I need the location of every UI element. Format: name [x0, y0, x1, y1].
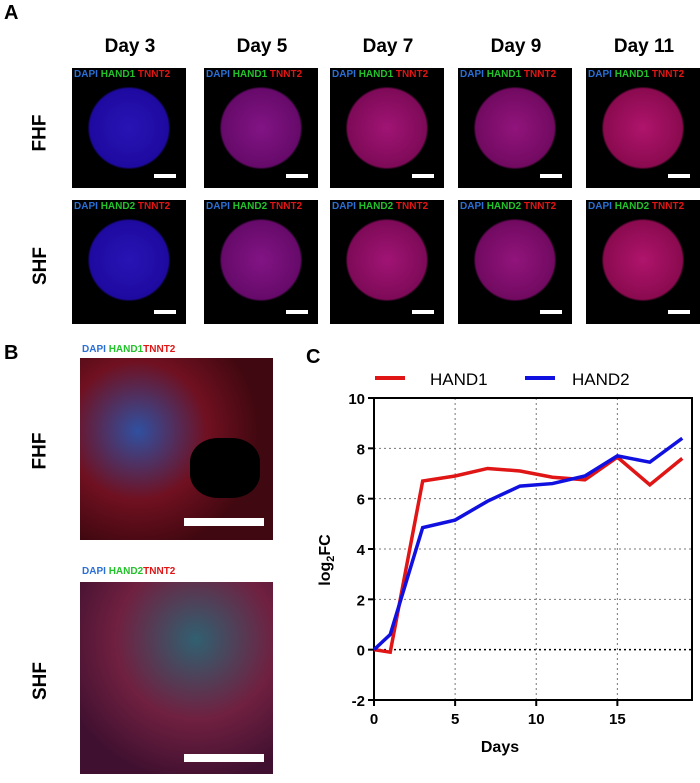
y-tick-label: 0 — [357, 643, 365, 660]
stain-caption: DAPI HAND1 TNNT2 — [332, 69, 429, 80]
scale-bar — [412, 310, 434, 314]
stain-caption: DAPI HAND2 TNNT2 — [74, 201, 171, 212]
x-tick-label: 0 — [370, 711, 378, 728]
spheroid-image-shf-day11: DAPI HAND2 TNNT2 — [586, 200, 700, 324]
day-label: Day 7 — [362, 36, 414, 57]
y-tick-label: 6 — [357, 492, 365, 509]
panel-label-b: B — [4, 342, 19, 364]
y-tick-label: 4 — [357, 542, 366, 559]
stain-caption: DAPI HAND1 TNNT2 — [74, 69, 171, 80]
spheroid-image-fhf-day5: DAPI HAND1 TNNT2 — [204, 68, 318, 188]
stain-caption: DAPI HAND1 TNNT2 — [588, 69, 685, 80]
stain-caption: DAPI HAND2 TNNT2 — [588, 201, 685, 212]
scale-bar — [540, 174, 562, 178]
scale-bar — [184, 518, 264, 526]
stain-caption: DAPI HAND2 TNNT2 — [460, 201, 557, 212]
stain-caption-b-shf: DAPI HAND2TNNT2 — [82, 566, 176, 577]
spheroid-image-fhf-day3: DAPI HAND1 TNNT2 — [72, 68, 186, 188]
stain-caption: DAPI HAND2 TNNT2 — [206, 201, 303, 212]
x-tick-label: 10 — [528, 711, 545, 728]
spheroid-image-fhf-day11: DAPI HAND1 TNNT2 — [586, 68, 700, 188]
y-tick-label: 8 — [357, 441, 365, 458]
scale-bar — [184, 754, 264, 762]
scale-bar — [154, 310, 176, 314]
day-label: Day 11 — [613, 36, 675, 57]
spheroid-image-shf-day7: DAPI HAND2 TNNT2 — [330, 200, 444, 324]
confocal-image-fhf — [80, 358, 273, 540]
day-label: Day 9 — [490, 36, 542, 57]
spheroid — [594, 76, 692, 180]
spheroid — [212, 208, 310, 312]
row-label-b-shf: SHF — [30, 662, 51, 700]
y-tick-label: -2 — [352, 693, 365, 710]
scale-bar — [286, 310, 308, 314]
spheroid-image-fhf-day9: DAPI HAND1 TNNT2 — [458, 68, 572, 188]
day-label: Day 3 — [104, 36, 156, 57]
stain-caption-b-fhf: DAPI HAND1TNNT2 — [82, 344, 176, 355]
spheroid — [212, 76, 310, 180]
spheroid-image-shf-day3: DAPI HAND2 TNNT2 — [72, 200, 186, 324]
panel-label-c: C — [306, 346, 321, 368]
spheroid — [466, 208, 564, 312]
spheroid — [80, 208, 178, 312]
legend-label-hand1: HAND1 — [430, 370, 488, 389]
spheroid-image-shf-day9: DAPI HAND2 TNNT2 — [458, 200, 572, 324]
stain-caption: DAPI HAND1 TNNT2 — [460, 69, 557, 80]
plot-frame — [373, 397, 693, 701]
spheroid-image-fhf-day7: DAPI HAND1 TNNT2 — [330, 68, 444, 188]
stain-caption: DAPI HAND1 TNNT2 — [206, 69, 303, 80]
spheroid — [466, 76, 564, 180]
row-label-fhf: FHF — [29, 114, 51, 152]
scale-bar — [668, 310, 690, 314]
row-label-b-fhf: FHF — [29, 432, 51, 470]
scale-bar — [668, 174, 690, 178]
y-tick-label: 2 — [357, 592, 365, 609]
confocal-image-shf — [80, 582, 273, 774]
spheroid — [338, 208, 436, 312]
spheroid — [338, 76, 436, 180]
row-label-shf: SHF — [30, 247, 51, 285]
stain-caption: DAPI HAND2 TNNT2 — [332, 201, 429, 212]
spheroid-image-shf-day5: DAPI HAND2 TNNT2 — [204, 200, 318, 324]
panel-label-a: A — [4, 2, 19, 24]
series-line-hand1 — [373, 454, 684, 655]
x-tick-label: 5 — [451, 711, 459, 728]
line-chart: HAND1 HAND2 -2 0 2 4 6 8 10 0 5 10 15 Days log2FC — [317, 370, 693, 756]
y-axis-label: log2FC — [317, 534, 337, 586]
scale-bar — [412, 174, 434, 178]
x-tick-label: 15 — [609, 711, 626, 728]
y-tick-label: 10 — [348, 391, 365, 408]
x-axis-label: Days — [481, 739, 519, 756]
spheroid — [594, 208, 692, 312]
scale-bar — [540, 310, 562, 314]
scale-bar — [154, 174, 176, 178]
spheroid — [80, 76, 178, 180]
day-label: Day 5 — [236, 36, 288, 57]
legend-label-hand2: HAND2 — [572, 370, 630, 389]
series-line-hand2 — [372, 436, 684, 651]
scale-bar — [286, 174, 308, 178]
